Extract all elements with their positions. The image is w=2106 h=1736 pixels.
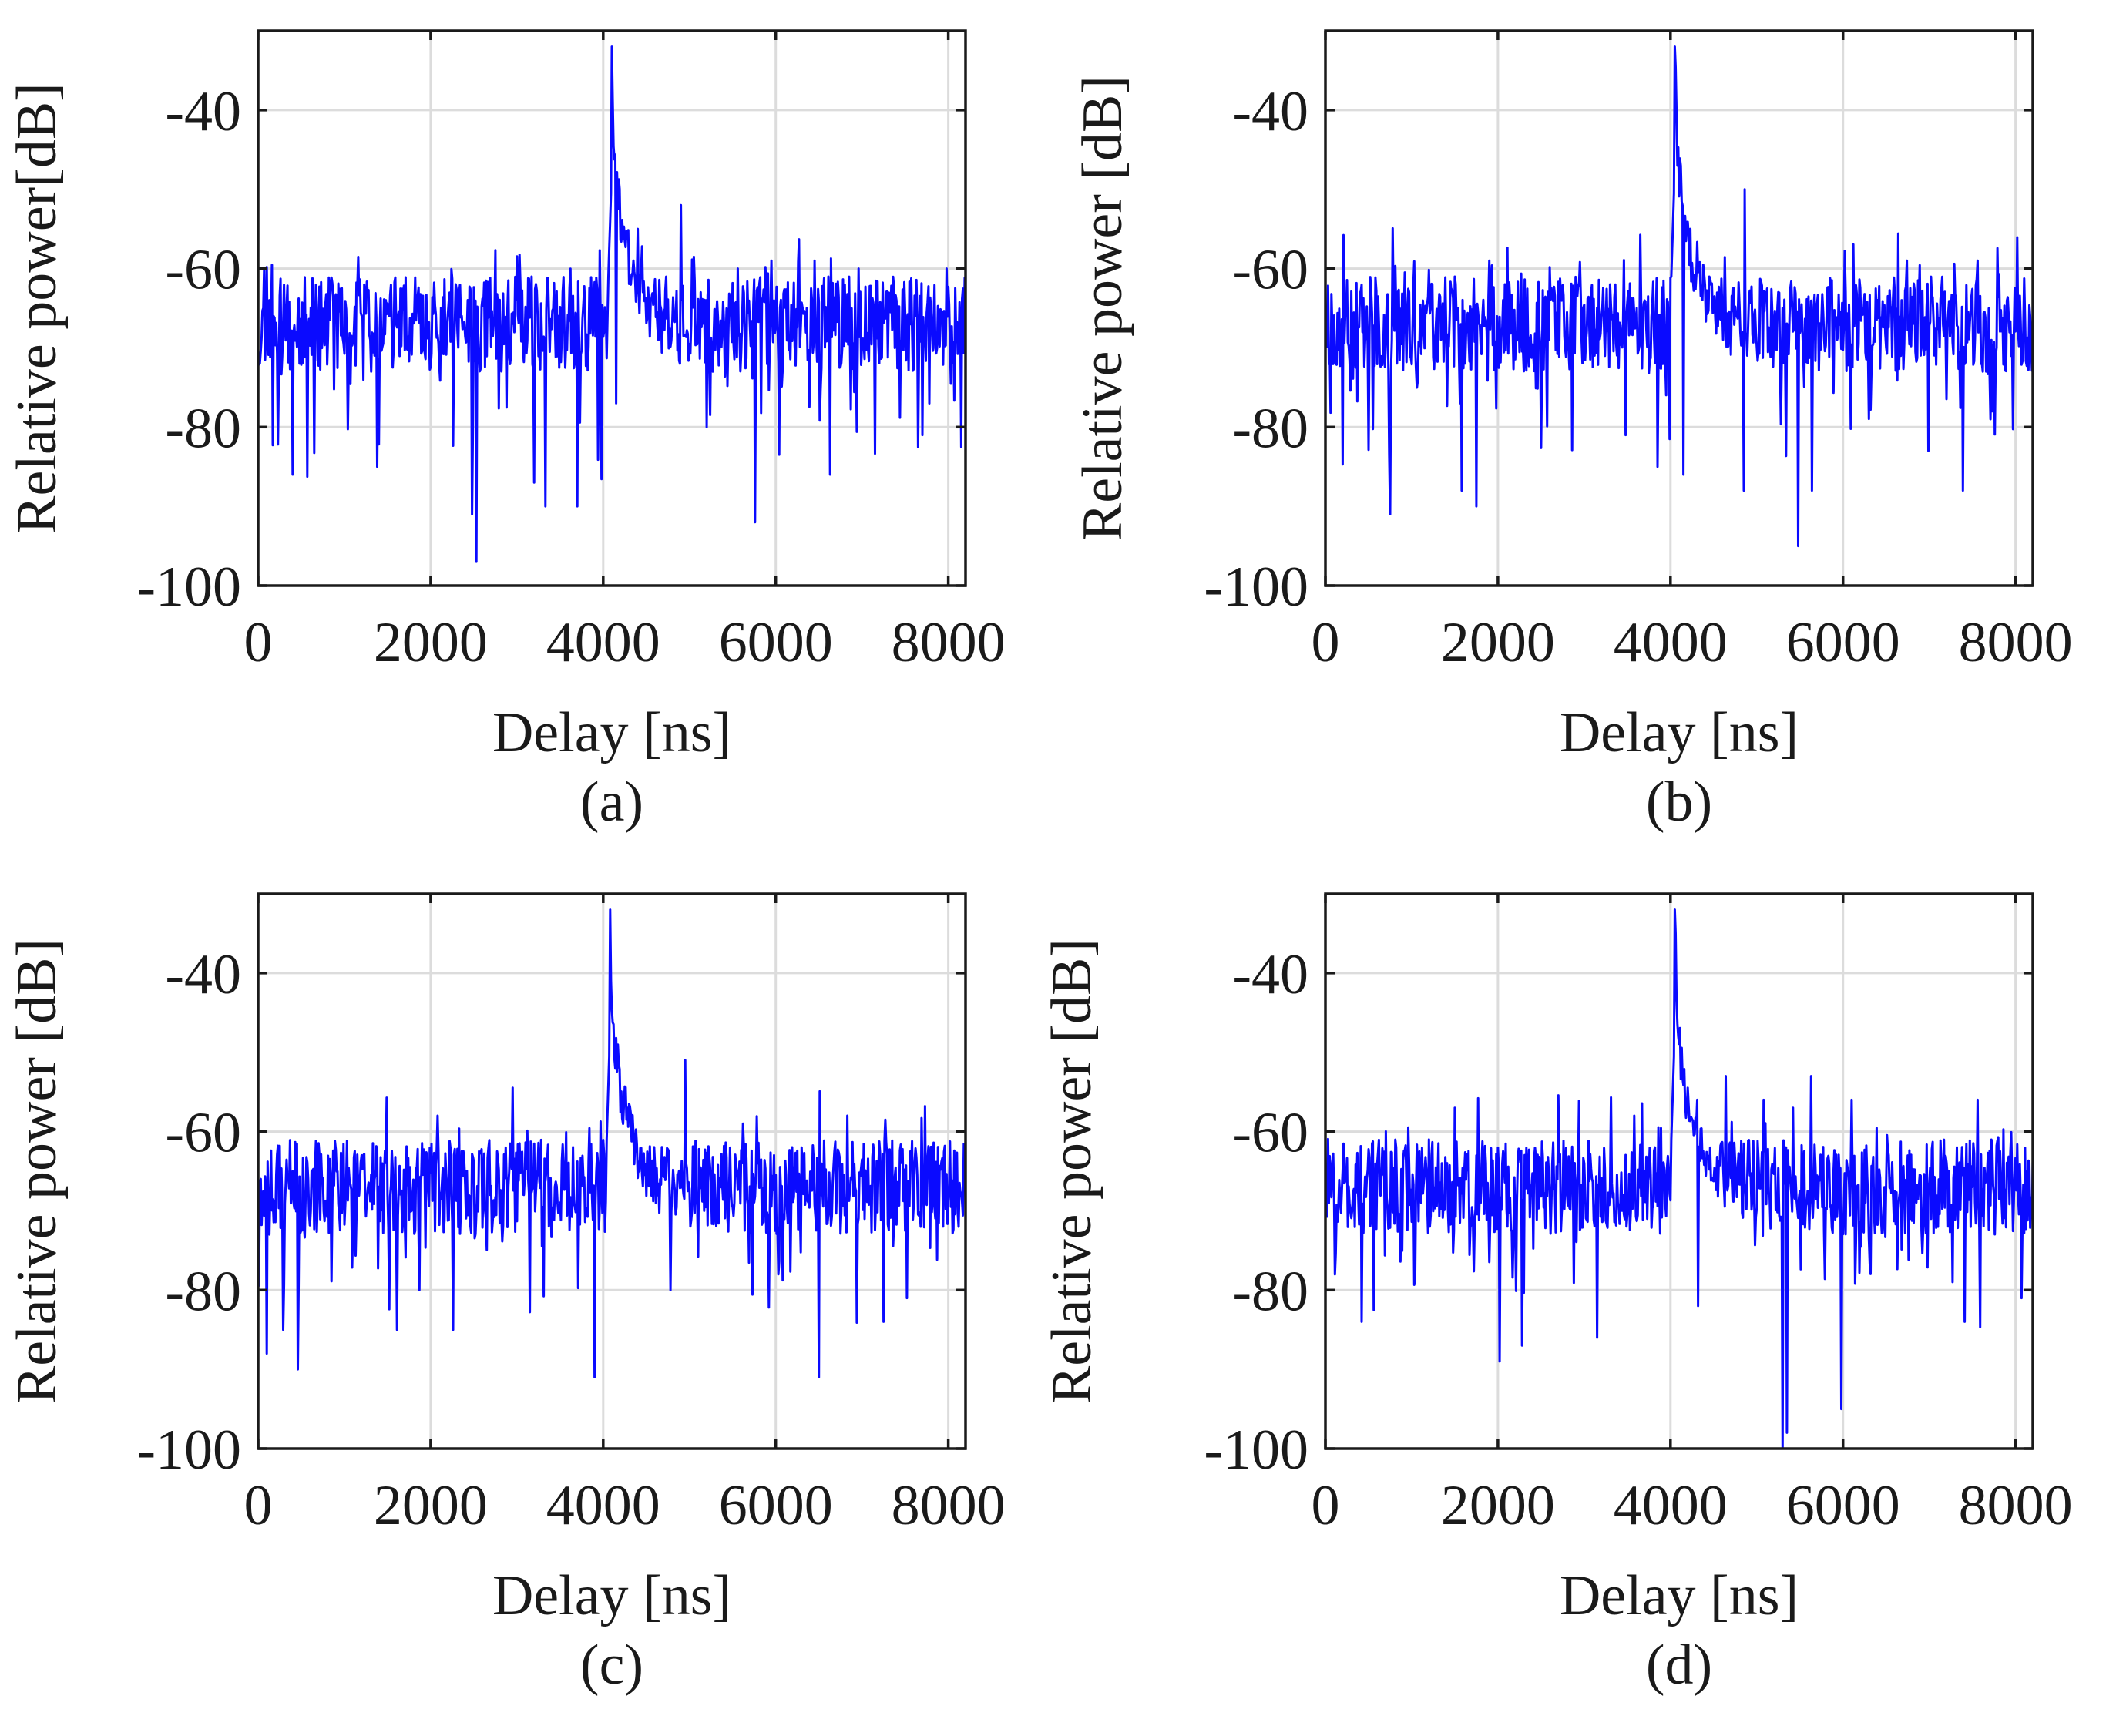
subplot-caption: (d) <box>1646 1634 1712 1697</box>
y-tick-label: -100 <box>136 1419 241 1482</box>
y-tick-label: -60 <box>165 239 241 302</box>
y-axis-label: Relative power [dB] <box>5 939 69 1404</box>
x-tick-label: 6000 <box>1786 1474 1900 1537</box>
x-tick-label: 2000 <box>1441 1474 1555 1537</box>
y-tick-label: -80 <box>165 1260 241 1323</box>
x-tick-label: 2000 <box>1441 611 1555 674</box>
x-tick-label: 4000 <box>1614 611 1728 674</box>
y-tick-label: -100 <box>1204 1419 1308 1482</box>
y-axis-label: Relative power [dB] <box>1071 76 1134 541</box>
y-tick-label: -80 <box>1232 397 1308 460</box>
subplot-caption: (b) <box>1646 771 1712 834</box>
x-tick-label: 0 <box>1312 611 1340 674</box>
y-axis-label: Relative power[dB] <box>5 82 69 534</box>
y-tick-label: -100 <box>136 556 241 619</box>
subplot-caption: (c) <box>580 1634 643 1697</box>
y-tick-label: -40 <box>1232 80 1308 143</box>
x-tick-label: 2000 <box>374 1474 488 1537</box>
y-axis-label: Relative power [dB] <box>1040 939 1103 1404</box>
x-tick-label: 0 <box>244 1474 273 1537</box>
x-tick-label: 8000 <box>892 611 1006 674</box>
x-tick-label: 4000 <box>546 611 660 674</box>
y-tick-label: -60 <box>1232 239 1308 302</box>
x-tick-label: 6000 <box>719 1474 833 1537</box>
y-tick-label: -60 <box>1232 1102 1308 1165</box>
y-tick-label: -80 <box>1232 1260 1308 1323</box>
y-tick-label: -80 <box>165 397 241 460</box>
x-tick-label: 6000 <box>719 611 833 674</box>
x-tick-label: 6000 <box>1786 611 1900 674</box>
x-tick-label: 8000 <box>892 1474 1006 1537</box>
subplot-caption: (a) <box>580 771 643 834</box>
x-axis-label: Delay [ns] <box>492 701 731 764</box>
y-tick-label: -100 <box>1204 556 1308 619</box>
x-tick-label: 4000 <box>1614 1474 1728 1537</box>
x-axis-label: Delay [ns] <box>492 1564 731 1627</box>
x-tick-label: 8000 <box>1959 611 2073 674</box>
x-axis-label: Delay [ns] <box>1560 1564 1799 1627</box>
x-tick-label: 8000 <box>1959 1474 2073 1537</box>
y-tick-label: -40 <box>165 80 241 143</box>
figure: 0 2000 4000 6000 8000 -100 -80 -60 -40 Delay [ns]… <box>0 0 2106 1736</box>
y-tick-label: -40 <box>1232 943 1308 1006</box>
y-tick-label: -40 <box>165 943 241 1006</box>
x-tick-label: 2000 <box>374 611 488 674</box>
x-tick-label: 4000 <box>546 1474 660 1537</box>
y-tick-label: -60 <box>165 1102 241 1165</box>
x-axis-label: Delay [ns] <box>1560 701 1799 764</box>
x-tick-label: 0 <box>1312 1474 1340 1537</box>
x-tick-label: 0 <box>244 611 273 674</box>
